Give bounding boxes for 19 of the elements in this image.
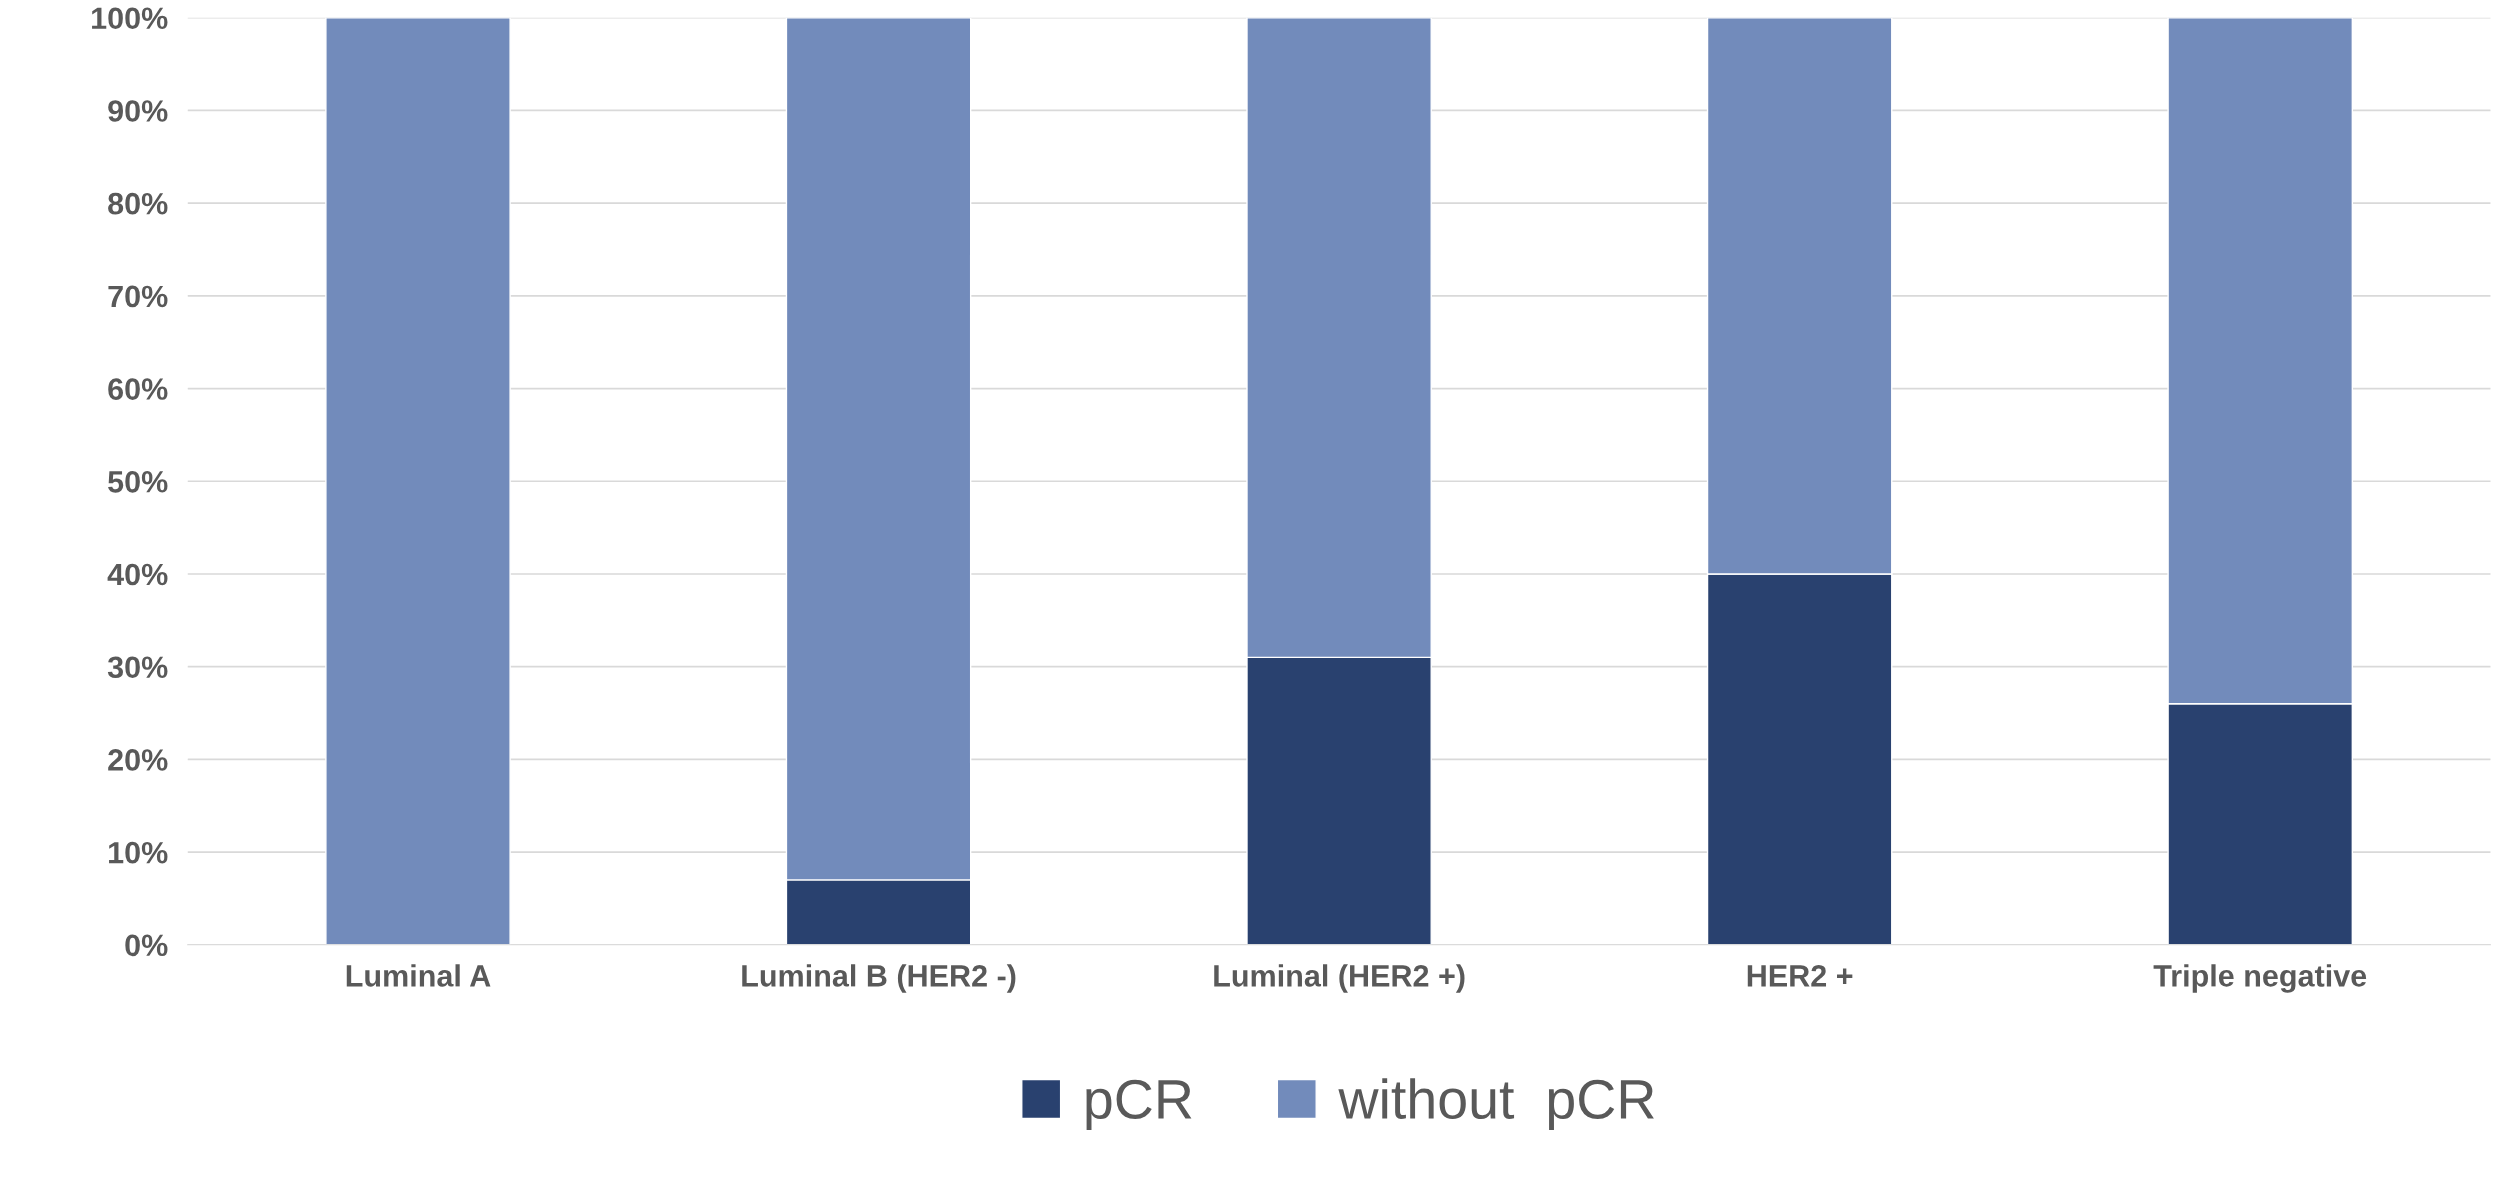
x-tick-label: Luminal B (HER2 -): [742, 964, 1016, 993]
y-tick-label: 30%: [107, 656, 168, 679]
y-tick-label: 60%: [108, 378, 168, 400]
x-tick-label: Luminal (HER2 +): [1214, 964, 1465, 993]
bar: [325, 17, 511, 945]
y-tick-label: 10%: [109, 841, 168, 864]
y-tick-label: 100%: [92, 7, 168, 30]
x-tick-label: HER2 +: [1747, 965, 1853, 987]
y-tick-label: 40%: [107, 563, 168, 586]
x-tick-label: Luminal A: [346, 964, 491, 987]
y-tick-label: 70%: [108, 285, 168, 308]
x-tick-label: Triple negative: [2153, 964, 2367, 993]
y-tick-label: 20%: [108, 749, 168, 771]
legend-label: pCR: [1086, 1079, 1192, 1131]
y-tick-label: 80%: [108, 192, 168, 215]
legend-label: without pCR: [1338, 1078, 1654, 1131]
y-tick-label: 0%: [125, 934, 168, 957]
y-tick-label: 90%: [108, 100, 168, 122]
y-tick-label: 50%: [108, 470, 168, 493]
